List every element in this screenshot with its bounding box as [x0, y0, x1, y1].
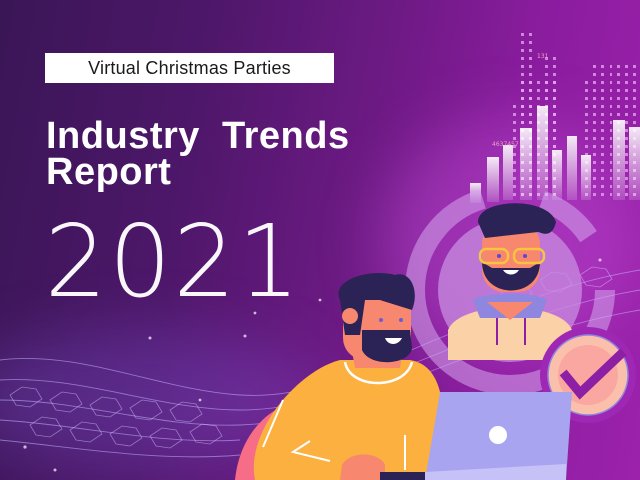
title-line-2: Report	[46, 151, 172, 193]
title-line-1: Industry Trends	[46, 115, 350, 157]
category-tag: Virtual Christmas Parties	[45, 53, 334, 83]
svg-text:131: 131	[537, 53, 549, 60]
page-title: Industry Trends Report	[46, 115, 350, 193]
report-year: 2021	[45, 212, 302, 312]
laptop-logo	[489, 426, 507, 444]
svg-text:4637457: 4637457	[492, 141, 519, 148]
report-year-text: 2021	[44, 203, 302, 320]
progress-ring	[405, 185, 615, 395]
check-icon	[559, 348, 627, 400]
